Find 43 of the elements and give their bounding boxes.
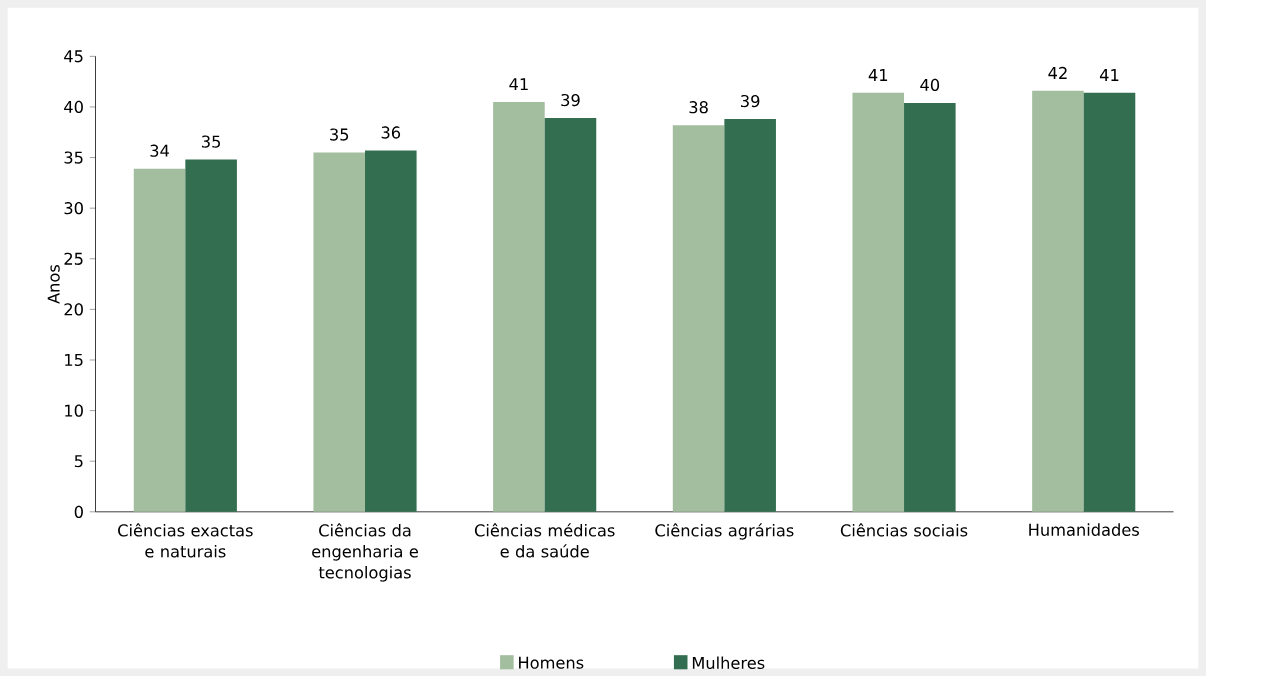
data-label: 39 — [741, 95, 760, 108]
bar — [365, 150, 417, 512]
data-label: 41 — [509, 78, 528, 91]
y-tick-label: 25 — [64, 252, 83, 265]
bar — [724, 119, 776, 512]
bar — [493, 101, 545, 512]
data-label: 38 — [689, 101, 708, 114]
data-label: 35 — [330, 128, 349, 141]
y-tick-label: 10 — [65, 404, 83, 417]
y-tick-label: 15 — [65, 354, 83, 367]
y-tick-label: 45 — [64, 50, 83, 63]
y-tick-label: 30 — [64, 202, 83, 215]
data-label: 41 — [868, 69, 888, 81]
y-axis-title: Anos — [47, 265, 60, 304]
y-tick-label: 40 — [64, 100, 83, 114]
y-tick-label: 35 — [64, 151, 83, 164]
y-tick-label: 20 — [64, 303, 83, 316]
bar — [544, 118, 597, 512]
x-tick-label: Ciências agrárias — [655, 523, 794, 540]
data-label: 34 — [150, 144, 169, 157]
y-tick-label: 0 — [74, 505, 83, 519]
bar — [133, 168, 186, 512]
bar — [904, 102, 956, 512]
y-tick-label: 5 — [74, 455, 83, 468]
legend-label: Mulheres — [692, 656, 765, 670]
data-label: 41 — [1099, 69, 1119, 81]
legend-label: Homens — [519, 656, 584, 669]
x-tick-label: Ciências exactas e naturais — [118, 523, 253, 558]
bar — [852, 92, 905, 512]
data-label: 36 — [381, 126, 401, 139]
data-label: 42 — [1048, 66, 1067, 79]
bar — [1032, 90, 1084, 512]
bar — [1083, 92, 1136, 512]
x-tick-label: Ciências sociais — [840, 523, 968, 537]
x-tick-label: Humanidades — [1029, 523, 1139, 536]
x-tick-label: Ciências médicas e da saúde — [474, 523, 615, 558]
bar — [313, 152, 366, 512]
bar — [672, 125, 725, 512]
data-label: 35 — [202, 135, 221, 148]
data-label: 40 — [920, 78, 940, 92]
bar — [185, 159, 237, 512]
x-tick-label: Ciências da engenharia e tecnologias — [312, 523, 418, 582]
data-label: 39 — [561, 94, 580, 107]
